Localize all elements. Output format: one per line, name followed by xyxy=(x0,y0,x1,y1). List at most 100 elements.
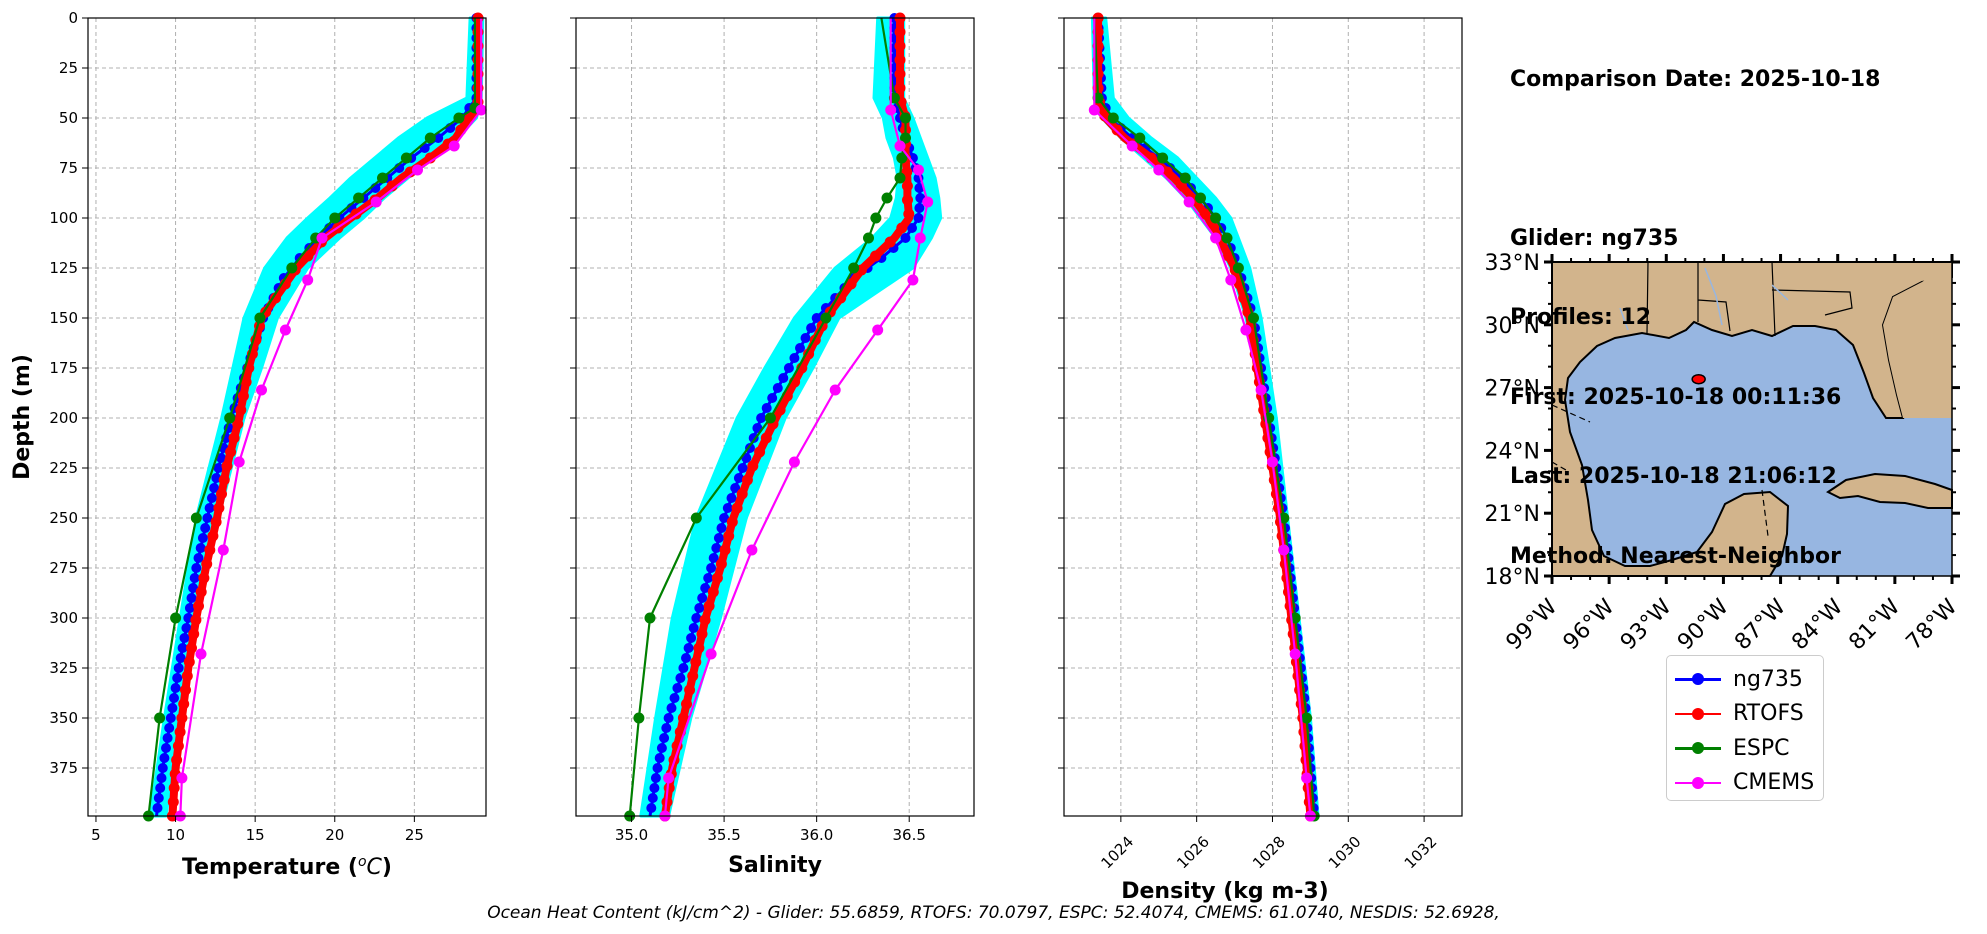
map-lon-label: 93°W xyxy=(1616,594,1677,655)
series-point xyxy=(153,793,164,803)
series-point xyxy=(914,203,925,213)
legend-label: CMEMS xyxy=(1733,770,1815,796)
series-point xyxy=(175,653,186,663)
series-point xyxy=(197,533,208,543)
series-point xyxy=(224,412,236,424)
series-point xyxy=(652,763,663,773)
series-point xyxy=(165,713,176,723)
series-point xyxy=(722,503,733,513)
series-point xyxy=(1255,384,1267,396)
series-point xyxy=(176,772,188,784)
y-tick-label: 200 xyxy=(49,409,78,427)
series-point xyxy=(179,633,190,643)
series-point xyxy=(190,512,202,524)
series-point xyxy=(1153,164,1165,176)
series-point xyxy=(216,453,227,463)
x-tick-label: 1028 xyxy=(1249,833,1289,873)
map-lat-label: 21°N xyxy=(1485,502,1540,527)
y-tick-label: 75 xyxy=(59,159,78,177)
series-CMEMS xyxy=(1088,18,1316,822)
x-axis-label: Temperature (oC) xyxy=(182,854,392,880)
series-point xyxy=(848,262,860,274)
series-point xyxy=(157,763,168,773)
glider-location-marker xyxy=(1691,373,1706,385)
series-point xyxy=(661,723,672,733)
series-point xyxy=(1221,232,1233,244)
axes-frame xyxy=(87,17,487,817)
series-point xyxy=(180,684,191,696)
series-point xyxy=(216,488,227,500)
series-point xyxy=(894,26,906,38)
series-point xyxy=(228,432,240,444)
series-point xyxy=(448,140,460,152)
y-tick-label: 300 xyxy=(49,609,78,627)
info-panel: Comparison Date: 2025-10-18 Glider: ng73… xyxy=(1510,14,1880,597)
series-point xyxy=(198,572,210,584)
series-point xyxy=(870,212,882,224)
map-lon-label: 99°W xyxy=(1502,594,1563,655)
series-point xyxy=(894,68,906,80)
series-point xyxy=(741,474,753,486)
series-point xyxy=(256,384,267,396)
x-tick-label: 36.0 xyxy=(800,826,833,844)
map-lat-label: 18°N xyxy=(1485,565,1540,590)
series-line xyxy=(179,18,483,817)
series-point xyxy=(154,712,166,724)
series-point xyxy=(884,236,896,248)
legend-swatch xyxy=(1675,704,1721,724)
series-point xyxy=(1210,232,1222,244)
series-point xyxy=(669,693,680,703)
series-point xyxy=(171,754,183,766)
x-tick-label: 10 xyxy=(166,826,185,844)
series-point xyxy=(691,613,702,623)
series-point xyxy=(184,603,195,613)
series-point xyxy=(761,403,772,413)
series-point xyxy=(894,172,906,184)
legend-entry: ng735 xyxy=(1675,662,1823,697)
series-point xyxy=(1107,112,1119,124)
legend: ng735 RTOFS ESPC CMEMS xyxy=(1666,655,1824,801)
axes-frame xyxy=(575,17,975,817)
series-point xyxy=(162,733,173,743)
series-point xyxy=(181,623,192,633)
series-point xyxy=(1199,208,1211,220)
series-point xyxy=(1134,132,1146,144)
profile-panel-3: 1024 1026 1028 1030 1032 Density (kg m-3) xyxy=(1058,12,1463,904)
series-point xyxy=(902,194,913,206)
series-point xyxy=(186,593,197,603)
legend-label: RTOFS xyxy=(1733,701,1804,727)
series-point xyxy=(754,446,766,458)
series-point xyxy=(703,573,714,583)
series-point xyxy=(183,656,195,668)
series-point xyxy=(1289,648,1301,660)
series-point xyxy=(894,54,906,66)
series-point xyxy=(747,460,759,472)
series-point xyxy=(1278,544,1290,556)
series-ESPC xyxy=(143,18,481,822)
series-point xyxy=(329,212,341,224)
x-tick-label: 5 xyxy=(91,826,101,844)
x-tick-label: 1026 xyxy=(1173,833,1213,873)
series-point xyxy=(647,793,658,803)
series-point xyxy=(286,262,298,274)
y-tick-label: 275 xyxy=(49,559,78,577)
legend-swatch xyxy=(1675,773,1721,793)
series-point xyxy=(195,586,207,598)
legend-entry: ESPC xyxy=(1675,731,1823,766)
series-point xyxy=(715,558,727,570)
series-point xyxy=(783,363,794,373)
series-ng735 xyxy=(1093,13,1319,817)
series-point xyxy=(1111,124,1123,136)
x-tick-label: 1032 xyxy=(1401,833,1441,873)
x-tick-label: 35.0 xyxy=(615,826,648,844)
series-CMEMS xyxy=(174,18,487,822)
series-point xyxy=(656,743,667,753)
series-point xyxy=(650,773,661,783)
series-point xyxy=(760,432,772,444)
series-point xyxy=(731,502,743,514)
series-point xyxy=(726,493,737,503)
series-point xyxy=(675,673,686,683)
series-point xyxy=(1183,196,1195,208)
y-tick-label: 125 xyxy=(49,259,78,277)
